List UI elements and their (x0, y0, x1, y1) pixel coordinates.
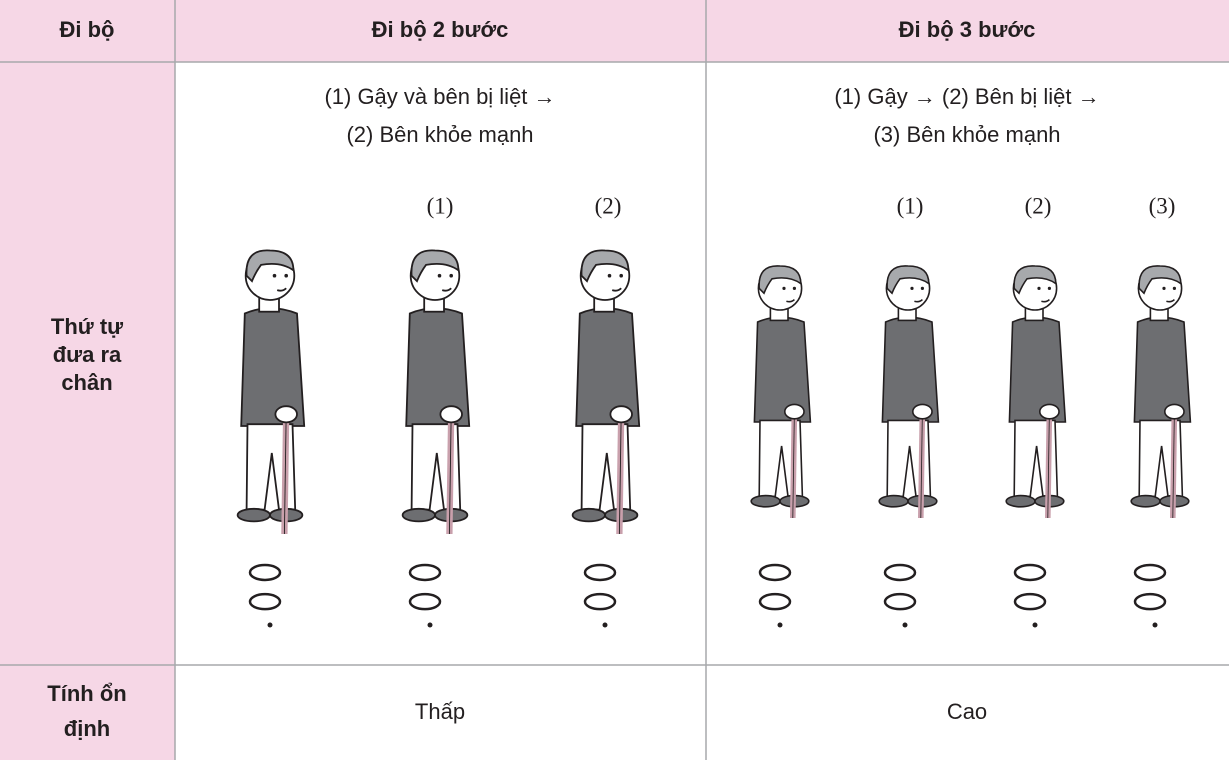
row-label: đưa ra (53, 342, 122, 367)
header-bg (0, 0, 1229, 62)
row-label: Tính ổn (47, 681, 126, 706)
table-cell: Cao (947, 699, 987, 724)
footprints (583, 563, 617, 629)
header-cell: Đi bộ 3 bước (899, 17, 1036, 42)
footprints (1013, 563, 1047, 629)
footprints (408, 563, 442, 629)
figure-label: (3) (1149, 193, 1176, 218)
row-label: định (64, 716, 110, 741)
figure-label: (2) (1025, 193, 1052, 218)
footprints (883, 563, 917, 629)
header-cell: Đi bộ (60, 17, 115, 42)
table-cell: Thấp (415, 699, 465, 724)
sequence-text: (1) Gậy và bên bị liệt → (324, 84, 555, 109)
label-column-bg (0, 62, 175, 760)
footprints (758, 563, 792, 629)
walker-figure (238, 250, 305, 534)
figure-label: (2) (595, 193, 622, 218)
walker-figure (879, 266, 938, 518)
sequence-text: (3) Bên khỏe mạnh (873, 122, 1060, 147)
walker-figure (1131, 266, 1190, 518)
walker-figure (1006, 266, 1065, 518)
footprints (1133, 563, 1167, 629)
sequence-text: (2) Bên khỏe mạnh (346, 122, 533, 147)
row-label: Thứ tự (51, 314, 123, 339)
walker-figure (751, 266, 810, 518)
row-label: chân (61, 370, 112, 395)
sequence-text: (1) Gậy → (2) Bên bị liệt → (834, 84, 1099, 109)
walker-figure (573, 250, 640, 534)
footprints (248, 563, 282, 629)
figure-label: (1) (897, 193, 924, 218)
figure-label: (1) (427, 193, 454, 218)
walker-figure (403, 250, 470, 534)
header-cell: Đi bộ 2 bước (372, 17, 509, 42)
